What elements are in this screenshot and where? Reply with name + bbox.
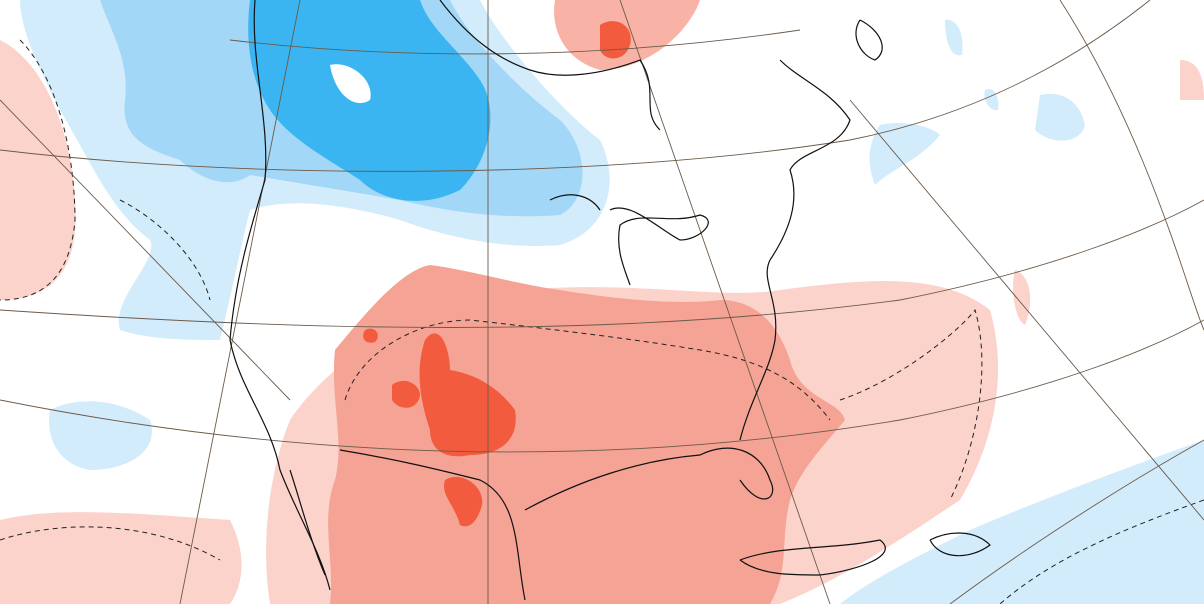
cold-region-light bbox=[840, 440, 1204, 604]
contour-line bbox=[344, 319, 831, 421]
coastline bbox=[549, 194, 601, 211]
warm-region-strong bbox=[392, 380, 420, 408]
graticule-line bbox=[0, 199, 1204, 328]
cold-region-light bbox=[1035, 93, 1085, 141]
graticule-line bbox=[1059, 0, 1204, 331]
coastline bbox=[289, 469, 326, 576]
warm-region-light bbox=[1180, 60, 1204, 100]
warm-region-light bbox=[1013, 270, 1031, 325]
graticule-line bbox=[229, 29, 801, 55]
coastline bbox=[609, 207, 709, 286]
neutral-patch bbox=[330, 64, 371, 104]
graticule-line bbox=[619, 0, 831, 604]
graticule-line bbox=[949, 439, 1204, 604]
coastline bbox=[769, 59, 851, 261]
warm-region-light bbox=[0, 512, 242, 604]
graticule-line bbox=[0, 99, 291, 401]
graticule-line bbox=[0, 0, 1151, 172]
warm-region-light bbox=[0, 40, 76, 300]
warm-region-strong bbox=[443, 476, 483, 527]
graticule-line bbox=[0, 319, 1204, 453]
coastline bbox=[339, 449, 526, 601]
coastline bbox=[929, 532, 991, 557]
coastline bbox=[524, 447, 774, 511]
cold-region-light bbox=[945, 19, 963, 56]
cold-region-strong bbox=[248, 0, 491, 201]
warm-region-strong bbox=[419, 333, 516, 457]
graticule-line bbox=[179, 0, 301, 604]
contour-line bbox=[839, 308, 983, 501]
graticule-line bbox=[849, 99, 1204, 521]
coastline bbox=[739, 259, 777, 441]
warm-region-moderate bbox=[328, 265, 845, 604]
coastline bbox=[229, 0, 331, 591]
coastline bbox=[855, 19, 883, 61]
cold-region-light bbox=[869, 123, 940, 185]
cold-region-light bbox=[49, 401, 152, 470]
warm-region-strong bbox=[363, 328, 378, 343]
coastline bbox=[739, 539, 886, 576]
coastline bbox=[439, 0, 661, 131]
